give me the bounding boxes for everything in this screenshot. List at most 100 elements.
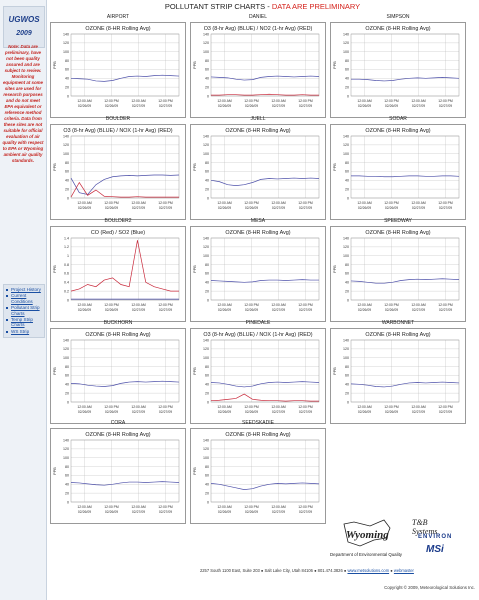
x-tick-label: 02/27/09 xyxy=(272,510,285,514)
strip-chart: OZONE (8-HR Rolling Avg) 0 20 40 60 80 100 120 1… xyxy=(333,230,460,312)
x-tick-label: 12:00 AM xyxy=(77,505,92,509)
y-tick-label: 60 xyxy=(345,272,349,276)
y-tick-label: 100 xyxy=(63,456,69,460)
chart-site-title: BUCKHORN xyxy=(103,320,133,326)
chart-label: OZONE (8-HR Rolling Avg) xyxy=(85,332,150,338)
y-tick-label: 40 xyxy=(205,179,209,183)
x-tick-label: 12:00 AM xyxy=(217,99,232,103)
x-tick-label: 12:00 PM xyxy=(298,303,313,307)
x-tick-label: 12:00 AM xyxy=(271,405,286,409)
y-tick-label: 80 xyxy=(345,161,349,165)
y-axis-label: PPB xyxy=(193,367,197,375)
y-tick-label: 20 xyxy=(65,85,69,89)
x-tick-label: 12:00 PM xyxy=(104,505,119,509)
y-tick-label: 40 xyxy=(345,77,349,81)
nav-link-current-conditions[interactable]: Current Conditions xyxy=(4,293,44,304)
y-tick-label: 1.2 xyxy=(64,245,69,249)
series-line xyxy=(210,381,320,388)
y-tick-label: 120 xyxy=(63,143,69,147)
series-line xyxy=(211,93,319,96)
nav-link-temp-strip-charts[interactable]: Temp Strip Charts xyxy=(4,317,44,328)
series-line xyxy=(70,481,180,486)
y-axis-label: PPB xyxy=(193,467,197,475)
x-tick-label: 12:00 AM xyxy=(411,201,426,205)
y-tick-label: 0 xyxy=(347,400,349,404)
y-tick-label: 60 xyxy=(65,374,69,378)
y-tick-label: 60 xyxy=(205,272,209,276)
strip-chart: O3 (8-hr Avg) (BLUE) / NO2 (1-hr Avg) (R… xyxy=(193,26,320,108)
y-tick-label: 0 xyxy=(67,400,69,404)
y-tick-label: 120 xyxy=(343,245,349,249)
nav-link-ws-strip[interactable]: WS Strip xyxy=(4,329,44,334)
y-tick-label: 20 xyxy=(205,187,209,191)
y-tick-label: 80 xyxy=(205,263,209,267)
strip-chart: OZONE (8-HR Rolling Avg) 0 20 40 60 80 100 120 1… xyxy=(53,26,180,108)
x-tick-label: 02/26/09 xyxy=(358,308,371,312)
y-tick-label: 60 xyxy=(205,474,209,478)
website-link[interactable]: www.metsolutions.com xyxy=(347,568,390,573)
x-tick-label: 02/26/09 xyxy=(105,308,118,312)
chart-label: OZONE (8-HR Rolling Avg) xyxy=(365,128,430,134)
x-tick-label: 12:00 AM xyxy=(77,99,92,103)
x-tick-label: 02/27/09 xyxy=(439,206,452,210)
x-tick-label: 12:00 PM xyxy=(158,99,173,103)
chart-site-title: SIMPSON xyxy=(386,14,410,20)
x-tick-label: 02/27/09 xyxy=(299,308,312,312)
y-tick-label: 140 xyxy=(203,134,209,138)
y-tick-label: 0 xyxy=(207,298,209,302)
series-line xyxy=(210,279,319,283)
x-tick-label: 02/27/09 xyxy=(412,206,425,210)
x-tick-label: 12:00 AM xyxy=(271,99,286,103)
y-tick-label: 100 xyxy=(63,152,69,156)
plot-area xyxy=(350,33,460,97)
y-axis-label: PPB xyxy=(53,467,57,475)
x-tick-label: 12:00 PM xyxy=(384,201,399,205)
x-tick-label: 02/26/09 xyxy=(385,410,398,414)
plot-area xyxy=(70,339,180,403)
x-tick-label: 12:00 PM xyxy=(158,201,173,205)
plot-area xyxy=(70,135,180,199)
webmaster-link[interactable]: webmaster xyxy=(393,568,414,573)
nav-link-project-history[interactable]: Project History xyxy=(4,287,44,292)
strip-chart: OZONE (8-HR Rolling Avg) 0 20 40 60 80 100 120 1… xyxy=(53,332,180,414)
y-tick-label: 120 xyxy=(343,41,349,45)
x-tick-label: 12:00 PM xyxy=(244,201,259,205)
plot-area xyxy=(350,135,460,199)
series-line xyxy=(70,380,180,387)
x-tick-label: 12:00 PM xyxy=(104,201,119,205)
x-tick-label: 02/27/09 xyxy=(412,104,425,108)
y-tick-label: 80 xyxy=(65,465,69,469)
x-tick-label: 12:00 AM xyxy=(411,99,426,103)
y-tick-label: 40 xyxy=(205,383,209,387)
x-tick-label: 12:00 AM xyxy=(217,201,232,205)
x-tick-label: 12:00 PM xyxy=(298,201,313,205)
chart-label: OZONE (8-HR Rolling Avg) xyxy=(225,128,290,134)
plot-area xyxy=(70,237,180,301)
x-tick-label: 12:00 PM xyxy=(438,99,453,103)
series-line xyxy=(70,174,180,195)
x-tick-label: 02/27/09 xyxy=(159,104,172,108)
y-tick-label: 40 xyxy=(205,77,209,81)
chart-frame: OZONE (8-HR Rolling Avg) 0 20 40 60 80 100 120 1… xyxy=(190,124,326,220)
x-tick-label: 12:00 AM xyxy=(271,505,286,509)
x-tick-label: 02/26/09 xyxy=(358,206,371,210)
tb-systems-logo: T&B Systems xyxy=(412,518,438,536)
x-tick-label: 12:00 AM xyxy=(357,405,372,409)
plot-area xyxy=(350,237,460,301)
x-tick-label: 02/27/09 xyxy=(272,410,285,414)
y-tick-label: 20 xyxy=(205,85,209,89)
x-tick-label: 12:00 AM xyxy=(357,303,372,307)
plot-area xyxy=(210,33,320,97)
chart-frame: OZONE (8-HR Rolling Avg) 0 20 40 60 80 100 120 1… xyxy=(190,428,326,524)
y-tick-label: 40 xyxy=(205,281,209,285)
y-axis-label: PPB xyxy=(193,265,197,273)
nav-link-pollutant-strip-charts[interactable]: Pollutant Strip Charts xyxy=(4,305,44,316)
y-tick-label: 40 xyxy=(65,483,69,487)
x-tick-label: 02/27/09 xyxy=(299,510,312,514)
chart-frame: OZONE (8-HR Rolling Avg) 0 20 40 60 80 100 120 1… xyxy=(330,22,466,118)
x-tick-label: 02/26/09 xyxy=(105,104,118,108)
chart-frame: OZONE (8-HR Rolling Avg) 0 20 40 60 80 100 120 1… xyxy=(330,328,466,424)
chart-label: O3 (8-hr Avg) (BLUE) / NOX (1-hr Avg) (R… xyxy=(203,332,312,338)
x-tick-label: 12:00 PM xyxy=(438,201,453,205)
y-tick-label: 60 xyxy=(205,374,209,378)
